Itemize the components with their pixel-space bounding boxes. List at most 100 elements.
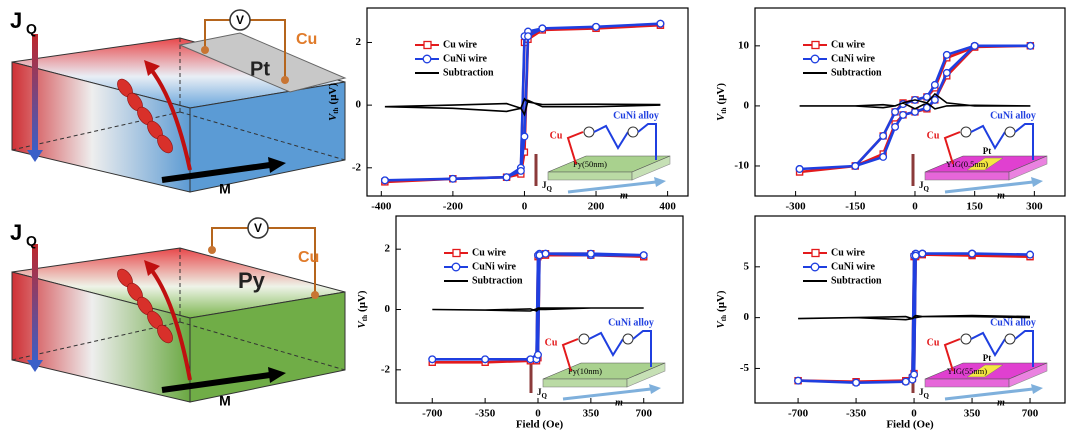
point-marker [639,251,648,260]
jq-sub: Q [26,21,37,37]
x-tick-label: -400 [371,201,392,213]
point-marker [891,107,900,116]
point-marker [918,249,927,258]
inset-m-arrow-head [649,384,661,394]
inset-jq-label: JQ [919,387,930,400]
y-tick-label: 10 [738,39,750,51]
inset-alloy-label: CuNi alloy [613,110,659,121]
x-tick-label: 0 [535,408,541,420]
inset-pt-strip [966,157,1004,171]
legend-label: Subtraction [831,67,882,78]
y-tick-label: 5 [744,260,750,272]
point-marker [1026,41,1035,50]
inset-cu-label: Cu [550,130,563,141]
point-marker [852,378,861,387]
point-marker [1026,250,1034,259]
wire [250,19,286,80]
m-arrow-head [268,367,286,383]
inset-m-label: m [997,397,1005,408]
wire [211,227,248,250]
jq-arrow [32,244,38,362]
chart: -700 -350 0 350 700 -5 0 5 Field (Oe) Vth (μV) Pt YI… [715,215,1066,430]
point-marker [538,24,547,33]
legend-label: CuNi wire [472,261,517,272]
x-tick-label: 0 [911,408,917,420]
y-axis-label: Vth (μV) [715,83,728,121]
point-marker [520,132,529,141]
y-label-unit: (μV) [715,290,727,312]
inset-m-arrow [944,387,1034,401]
hidden-edge [179,111,346,161]
legend-marker [422,54,432,64]
y-tick-label: -2 [381,363,391,375]
inset-cu-label: Cu [927,130,940,141]
inset-cu-wire [566,131,584,165]
x-tick-label: 350 [583,408,600,420]
series-line [432,307,644,312]
y-label-unit: (μV) [327,83,339,105]
y-label-symbol: V [715,112,727,121]
pt-strip [178,32,347,93]
y-label-sub: th [720,315,728,321]
y-label-unit: (μV) [356,290,368,312]
legend-label: CuNi wire [831,53,876,64]
x-tick-label: -350 [475,408,496,420]
diagram-top: V Cu Pt J Q M [10,8,347,197]
point-marker [656,19,665,28]
inset-pt-label: Pt [983,353,992,363]
contact [201,46,209,54]
jq-label: J [10,220,22,245]
point-marker [481,355,490,364]
m-label: M [219,181,231,197]
inset-slab-front [547,171,633,181]
inset-alloy-wire [637,123,657,160]
inset-layer-label: YIG(55nm) [947,366,987,376]
y-label-symbol: V [356,320,368,329]
inset-voltmeter [627,126,639,138]
inset-alloy-label: CuNi alloy [990,317,1036,328]
inset-m-arrow [944,180,1034,194]
inset-alloy-wire [588,331,624,357]
point-marker [922,103,931,112]
wire [268,227,316,295]
point-marker [930,80,939,89]
legend-label: Cu wire [472,247,507,258]
legend-marker [423,40,432,50]
hidden-edge [11,321,181,361]
x-tick-label: 0 [912,201,918,213]
series-line [799,92,1031,110]
y-tick-label: 0 [385,303,391,315]
point-marker [592,22,600,31]
chart: -400 -200 0 200 400 -2 0 2 Vth (μV) Py(50nm) Cu CuNi… [327,7,689,213]
inset-slab-front [924,171,1010,181]
x-tick-label: -350 [846,408,867,420]
inset-slab-front [924,378,1010,388]
m-label: M [219,393,231,409]
m-arrow [161,372,271,393]
point-marker [930,95,939,104]
y-label-sub: th [361,315,369,321]
inset-slab-side [1008,362,1048,388]
inset-jq-j: J [919,180,924,190]
inset-jq-q: Q [542,392,548,400]
inset-m-label: m [615,397,623,408]
plot-frame [366,7,689,197]
inset-alloy-label: CuNi alloy [608,317,654,328]
y-tick-label: 0 [744,311,750,323]
jq-label: J [10,8,22,33]
x-tick-label: 350 [964,408,981,420]
point-marker [794,376,803,385]
point-marker [942,50,951,59]
inset-m-arrow [567,180,657,194]
point-marker [534,350,542,359]
inset-cu-label: Cu [927,337,940,348]
y-tick-label: 2 [356,36,362,48]
inset-slab-side [626,362,666,388]
cu-label: Cu [296,31,317,48]
y-tick-label: 0 [356,99,362,111]
voltmeter-label: V [236,13,244,27]
y-tick-label: 2 [385,243,391,255]
contact [208,246,216,254]
y-tick-label: -2 [352,161,362,173]
inset-alloy-wire [632,330,652,367]
